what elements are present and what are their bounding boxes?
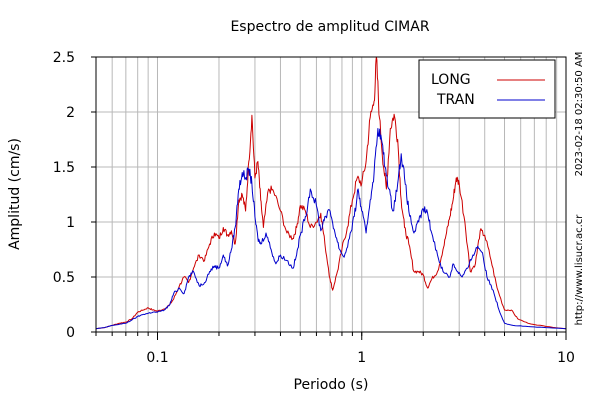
y-tick-label: 2 [66,105,75,121]
y-tick-label: 0.5 [53,270,75,286]
y-tick-label: 0 [66,325,75,341]
y-tick-label: 1.5 [53,160,75,176]
y-tick-label: 1 [66,215,75,231]
series-lines [95,56,567,330]
timestamp-label: 2023-02-18 02:30:50 AM [574,52,585,177]
x-tick-label: 1 [357,350,366,366]
plot-frame [95,56,567,333]
series-line-tran [95,128,567,330]
source-url-label: http://www.lisucr.ac.cr [574,214,585,326]
legend-box [418,59,556,119]
y-tick-label: 2.5 [53,50,75,66]
x-tick-label: 0.1 [146,350,168,366]
grid [96,57,566,332]
chart-title: Espectro de amplitud CIMAR [230,19,429,35]
axis-ticks: 0 0.5 1 1.5 2 2.5 0.1 1 10 [53,50,575,366]
legend-label-tran: TRAN [436,92,475,108]
y-axis-label: Amplitud (cm/s) [7,138,23,250]
x-tick-label: 10 [557,350,575,366]
legend: LONG TRAN [418,59,556,119]
legend-label-long: LONG [431,72,471,88]
series-line-long [95,56,567,330]
x-axis-label: Periodo (s) [294,377,369,393]
